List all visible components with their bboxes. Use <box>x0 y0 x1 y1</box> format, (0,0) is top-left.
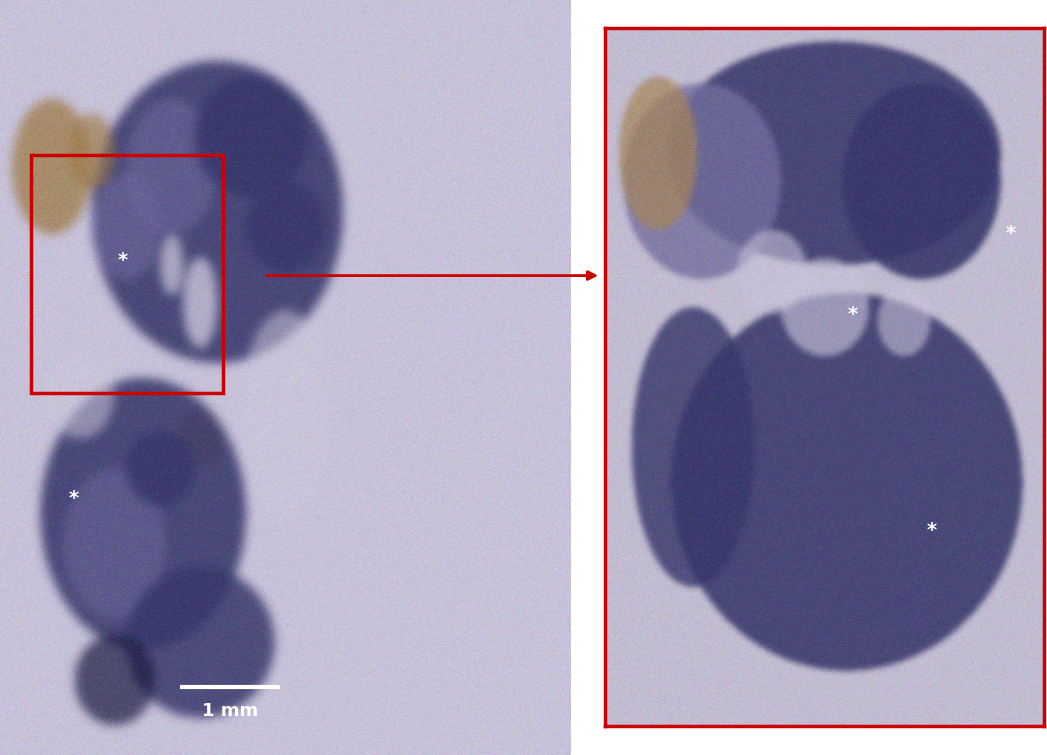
Text: *: * <box>848 305 859 324</box>
Bar <box>31 155 223 393</box>
Text: *: * <box>1006 224 1016 243</box>
Text: *: * <box>927 521 937 541</box>
Text: 1 mm: 1 mm <box>202 702 258 720</box>
Text: *: * <box>117 251 128 270</box>
Text: *: * <box>69 488 80 508</box>
